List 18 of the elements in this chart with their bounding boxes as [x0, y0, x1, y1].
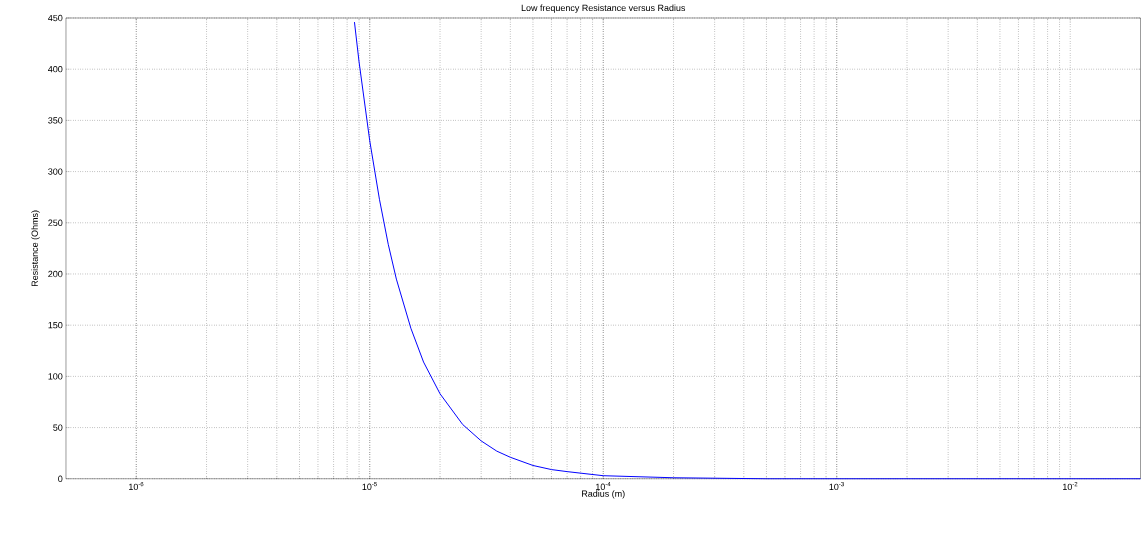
chart-title: Low frequency Resistance versus Radius: [521, 4, 686, 13]
y-tick-label: 150: [48, 322, 63, 329]
y-axis-title: Resistance (Ohms): [31, 210, 40, 287]
y-tick-label: 200: [48, 270, 63, 278]
x-tick-label: 10$^{-2}$: [1063, 482, 1078, 491]
x-tick-label: 10$^{-6}$: [129, 482, 144, 491]
x-axis-title: Radius (m): [582, 490, 625, 499]
x-tick-label: 10$^{-3}$: [829, 482, 844, 491]
y-tick-label: 400: [48, 66, 63, 73]
y-tick-label: 350: [48, 117, 63, 124]
y-tick-label: 450: [48, 14, 63, 22]
y-tick-label: 0: [58, 475, 63, 483]
x-tick-label: 10$^{-4}$: [596, 482, 611, 491]
y-tick-label: 300: [48, 168, 63, 175]
x-tick-label: 10$^{-5}$: [362, 482, 377, 491]
y-tick-label: 50: [53, 424, 63, 431]
y-tick-label: 100: [48, 373, 63, 380]
y-tick-label: 250: [48, 219, 63, 227]
